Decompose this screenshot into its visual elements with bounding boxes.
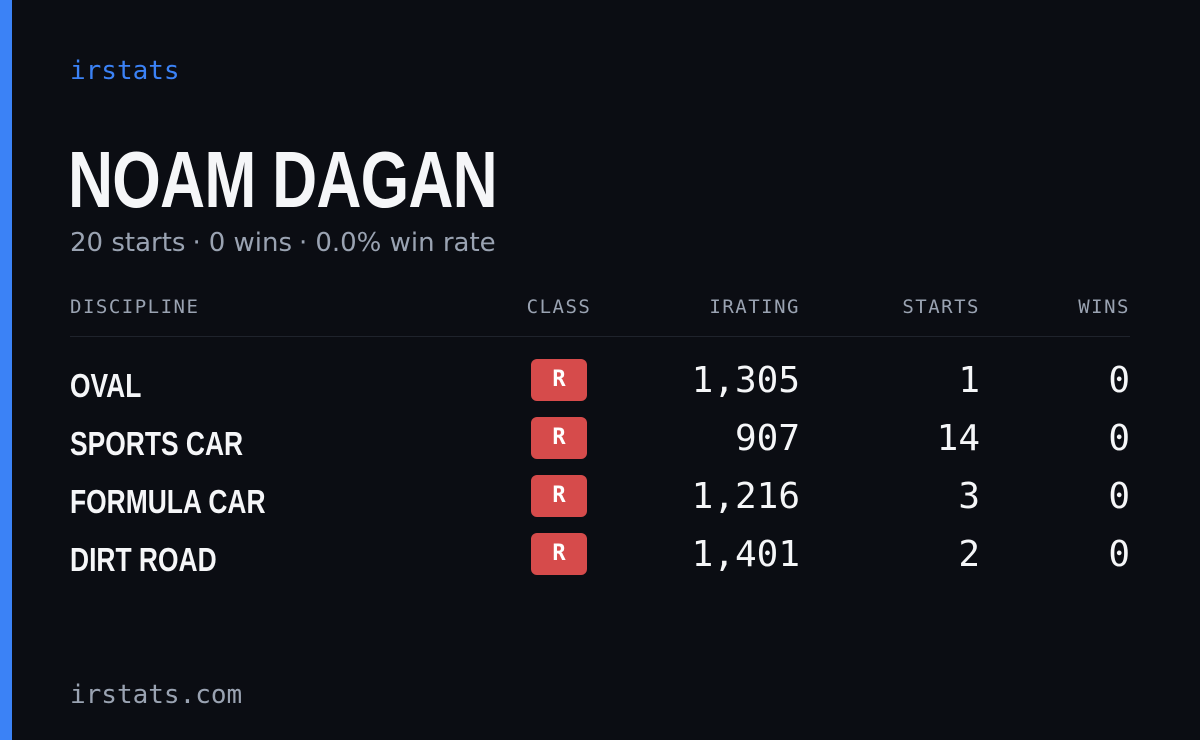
table-row: FORMULA CAR R 1,216 3 0 bbox=[70, 467, 1130, 525]
driver-name: NOAM DAGAN bbox=[68, 135, 498, 224]
accent-bar bbox=[0, 0, 12, 740]
starts-value: 3 bbox=[958, 475, 980, 517]
separator-dot: · bbox=[192, 228, 201, 258]
class-cell: R bbox=[514, 533, 604, 575]
discipline-name: SPORTS CAR bbox=[70, 425, 244, 462]
table-row: OVAL R 1,305 1 0 bbox=[70, 351, 1130, 409]
class-badge: R bbox=[531, 359, 587, 401]
starts-value: 1 bbox=[958, 359, 980, 401]
class-badge: R bbox=[531, 417, 587, 459]
discipline-name: DIRT ROAD bbox=[70, 541, 217, 578]
irating-value: 1,305 bbox=[691, 359, 800, 401]
header-class: CLASS bbox=[526, 296, 592, 318]
irating-value: 1,401 bbox=[691, 533, 800, 575]
class-badge: R bbox=[531, 475, 587, 517]
separator-dot: · bbox=[299, 228, 308, 258]
class-cell: R bbox=[514, 475, 604, 517]
irating-value: 907 bbox=[734, 417, 800, 459]
header-wins: WINS bbox=[1078, 296, 1130, 318]
starts-value: 2 bbox=[958, 533, 980, 575]
driver-summary: 20 starts · 0 wins · 0.0% win rate bbox=[70, 228, 496, 258]
wins-value: 0 bbox=[1108, 359, 1130, 401]
header-irating: IRATING bbox=[709, 296, 800, 318]
starts-value: 14 bbox=[936, 417, 980, 459]
wins-summary: 0 wins bbox=[208, 228, 293, 258]
class-cell: R bbox=[514, 359, 604, 401]
class-badge: R bbox=[531, 533, 587, 575]
table-row: SPORTS CAR R 907 14 0 bbox=[70, 409, 1130, 467]
discipline-table: DISCIPLINE CLASS IRATING STARTS WINS OVA… bbox=[70, 296, 1130, 583]
starts-summary: 20 starts bbox=[70, 228, 186, 258]
table-body: OVAL R 1,305 1 0 SPORTS CAR R 907 14 0 F… bbox=[70, 337, 1130, 583]
wins-value: 0 bbox=[1108, 533, 1130, 575]
table-header: DISCIPLINE CLASS IRATING STARTS WINS bbox=[70, 296, 1130, 337]
wins-value: 0 bbox=[1108, 475, 1130, 517]
footer-url[interactable]: irstats.com bbox=[70, 680, 243, 710]
irating-value: 1,216 bbox=[691, 475, 800, 517]
header-starts: STARTS bbox=[902, 296, 980, 318]
class-cell: R bbox=[514, 417, 604, 459]
discipline-name: OVAL bbox=[70, 367, 142, 404]
wins-value: 0 bbox=[1108, 417, 1130, 459]
discipline-name: FORMULA CAR bbox=[70, 483, 266, 520]
table-row: DIRT ROAD R 1,401 2 0 bbox=[70, 525, 1130, 583]
win-rate-summary: 0.0% win rate bbox=[315, 228, 496, 258]
brand-logo[interactable]: irstats bbox=[70, 56, 180, 86]
header-discipline: DISCIPLINE bbox=[70, 296, 200, 318]
